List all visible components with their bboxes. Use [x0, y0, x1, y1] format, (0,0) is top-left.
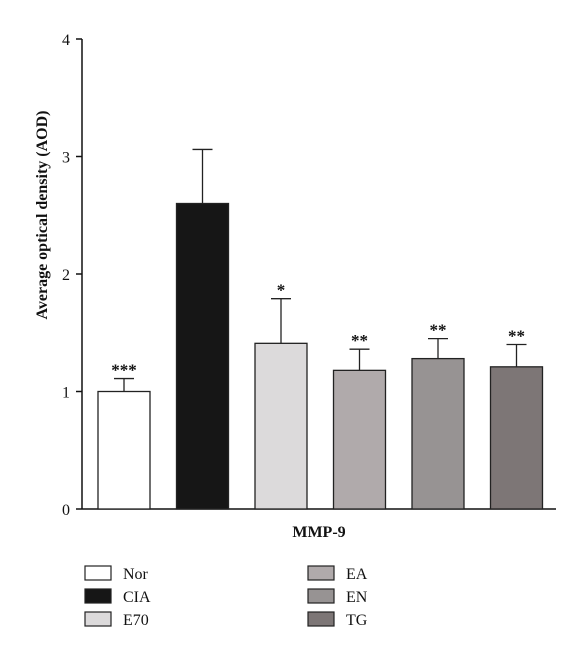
- significance-label: **: [430, 321, 447, 340]
- bar-ea: [332, 369, 387, 510]
- y-tick-label: 2: [62, 267, 70, 284]
- error-bars: [114, 148, 527, 392]
- significance-label: **: [351, 331, 368, 350]
- legend-swatch: [307, 588, 335, 604]
- y-axis-title: Average optical density (AOD): [34, 111, 51, 320]
- y-ticks: 0 1 2 3 4: [62, 32, 82, 519]
- y-tick-label: 3: [62, 150, 70, 167]
- legend-swatch: [84, 588, 112, 604]
- bar-en: [411, 357, 465, 510]
- legend-item-ea: EA: [307, 565, 368, 583]
- significance-markers: ******** **: [111, 281, 525, 380]
- legend-label: Nor: [123, 566, 149, 583]
- legend-swatch: [84, 611, 112, 627]
- legend-swatch: [307, 611, 335, 627]
- bar-e70: [254, 342, 308, 510]
- legend-label: TG: [346, 612, 368, 629]
- legend-item-en: EN: [307, 588, 368, 606]
- bar-tg: [489, 366, 544, 510]
- y-tick-label: 1: [62, 385, 70, 402]
- legend-label: EN: [346, 589, 368, 606]
- significance-label: **: [508, 327, 525, 346]
- significance-label: ***: [111, 361, 137, 380]
- y-tick-label: 0: [62, 502, 70, 519]
- legend: Nor CIA E70 EA EN TG: [84, 565, 368, 629]
- y-tick-label: 4: [62, 32, 70, 49]
- legend-item-e70: E70: [84, 611, 149, 629]
- axes: 0 1 2 3 4: [62, 32, 556, 519]
- legend-label: CIA: [123, 589, 151, 606]
- legend-item-tg: TG: [307, 611, 368, 629]
- legend-label: EA: [346, 566, 368, 583]
- legend-label: E70: [123, 612, 149, 629]
- legend-item-nor: Nor: [84, 565, 149, 583]
- bar-cia: [175, 202, 230, 510]
- x-axis-title: MMP-9: [292, 524, 345, 541]
- bars: [97, 202, 544, 510]
- legend-item-cia: CIA: [84, 588, 151, 606]
- legend-swatch: [307, 565, 335, 581]
- significance-label: *: [277, 281, 286, 300]
- legend-swatch: [84, 565, 112, 581]
- bar-nor: [97, 390, 151, 510]
